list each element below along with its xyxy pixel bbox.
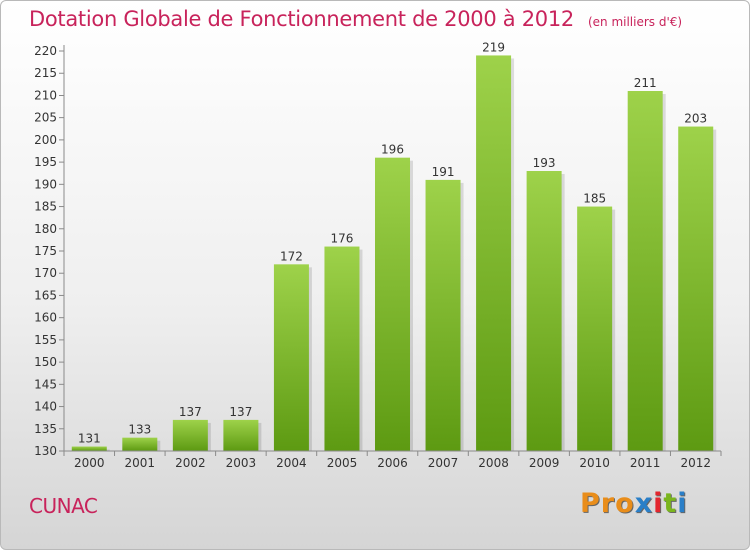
y-tick-label: 140: [34, 400, 57, 414]
x-tick-label: 2010: [579, 456, 610, 470]
bar-value-label: 211: [634, 76, 657, 90]
y-tick-label: 145: [34, 377, 57, 391]
x-tick-label: 2008: [478, 456, 509, 470]
x-tick-label: 2011: [630, 456, 661, 470]
logo-letter: r: [600, 488, 616, 519]
bar-2001: [122, 437, 158, 451]
bar-value-label: 196: [381, 143, 404, 157]
x-tick-label: 2007: [428, 456, 459, 470]
x-tick-label: 2009: [529, 456, 560, 470]
logo-letter: x: [634, 488, 654, 519]
x-axis: 2000 2001 2002 2003 2004 2005 2006 2007 2008 2009…: [63, 450, 722, 470]
y-tick-label: 210: [34, 88, 57, 102]
bar-2005: [324, 246, 360, 451]
bar-2002: [172, 419, 208, 451]
bar-2009: [526, 171, 562, 451]
x-tick-label: 2005: [327, 456, 358, 470]
bar-2008: [476, 55, 512, 451]
bar-value-label: 185: [583, 192, 606, 206]
bar-2007: [425, 179, 461, 451]
x-tick-label: 2006: [377, 456, 408, 470]
bar-value-label: 191: [432, 165, 455, 179]
logo-letter: t: [663, 488, 678, 519]
bar-2004: [273, 264, 309, 451]
logo-letter: i: [653, 488, 664, 519]
logo-letter: i: [677, 488, 688, 519]
bar-2011: [627, 91, 663, 451]
logo-letter: o: [615, 488, 635, 519]
y-tick-label: 155: [34, 333, 57, 347]
bar-value-label: 176: [331, 232, 354, 246]
chart-title-text: Dotation Globale de Fonctionnement de 20…: [29, 7, 574, 31]
bar-value-label: 133: [128, 423, 151, 437]
x-tick-label: 2002: [175, 456, 206, 470]
y-tick-label: 180: [34, 222, 57, 236]
x-tick-label: 2012: [680, 456, 711, 470]
bar-value-label: 137: [179, 405, 202, 419]
x-tick-label: 2004: [276, 456, 307, 470]
logo-letter: P: [580, 488, 601, 519]
chart-title: Dotation Globale de Fonctionnement de 20…: [29, 7, 682, 31]
bar-2003: [223, 419, 259, 451]
y-tick-label: 135: [34, 422, 57, 436]
y-tick-label: 175: [34, 244, 57, 258]
y-tick-label: 150: [34, 355, 57, 369]
commune-name: CUNAC: [29, 494, 98, 518]
bar-value-label: 131: [78, 432, 101, 446]
y-tick-label: 190: [34, 177, 57, 191]
y-tick-label: 215: [34, 66, 57, 80]
proxiti-logo[interactable]: Proxiti: [580, 488, 688, 519]
y-tick-label: 185: [34, 200, 57, 214]
bar-2012: [678, 126, 714, 452]
x-tick-label: 2000: [74, 456, 105, 470]
bar-value-label: 203: [684, 112, 707, 126]
bar-value-label: 137: [229, 405, 252, 419]
y-tick-label: 220: [34, 44, 57, 58]
bar-2010: [577, 206, 613, 451]
bar-value-label: 172: [280, 249, 303, 263]
x-tick-label: 2003: [226, 456, 257, 470]
bar-value-label: 193: [533, 156, 556, 170]
y-tick-label: 130: [34, 444, 57, 458]
bar-value-label: 219: [482, 40, 505, 54]
bar-2006: [375, 157, 410, 451]
y-tick-label: 205: [34, 111, 57, 125]
bars: 131 133 137 137 172 176 196 191 219 193 185 211 203: [71, 40, 717, 452]
bar-2000: [71, 446, 107, 451]
y-tick-label: 195: [34, 155, 57, 169]
y-tick-label: 170: [34, 266, 57, 280]
y-axis: 130 135 140 145 150 155 160 165 170 175 180 185 190 1…: [34, 44, 65, 458]
y-tick-label: 200: [34, 133, 57, 147]
chart-unit: (en milliers d'€): [587, 15, 683, 29]
y-tick-label: 160: [34, 311, 57, 325]
y-tick-label: 165: [34, 288, 57, 302]
x-tick-label: 2001: [125, 456, 156, 470]
